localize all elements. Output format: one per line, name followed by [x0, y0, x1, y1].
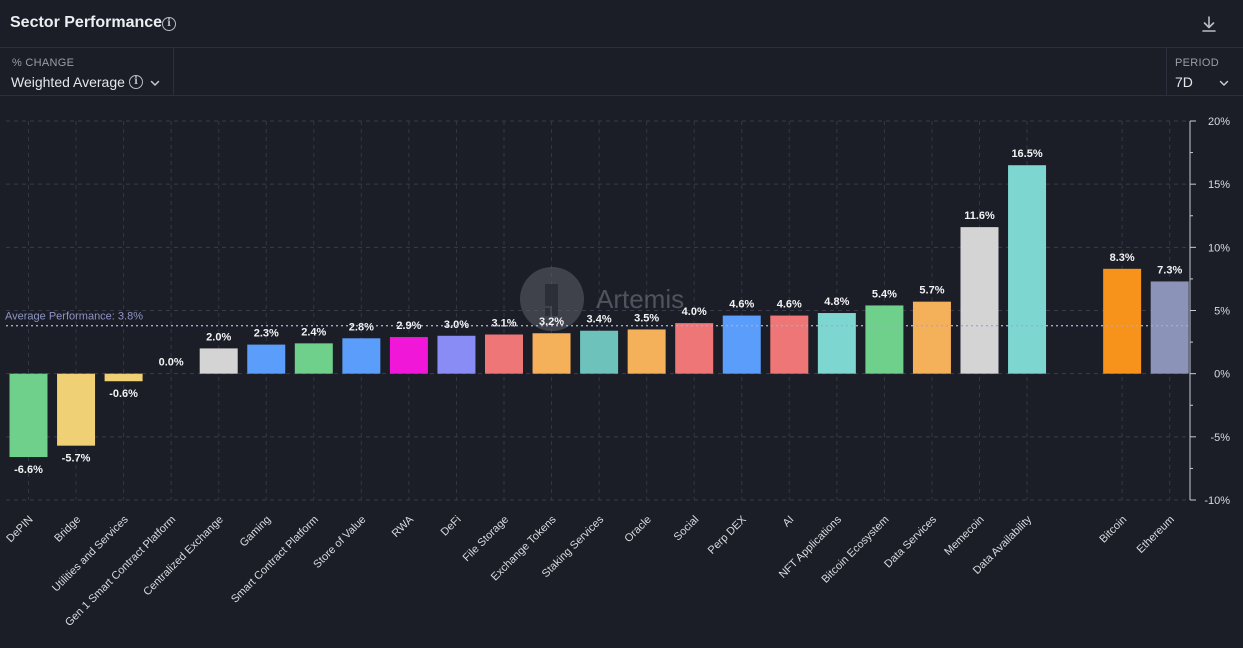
bar [865, 305, 904, 374]
bar [389, 337, 428, 374]
chevron-down-icon [1219, 80, 1229, 86]
bar [9, 373, 48, 458]
bar [912, 301, 951, 374]
bar-value-label: 3.4% [587, 314, 612, 326]
bar [1103, 268, 1142, 374]
chevron-down-icon [150, 80, 160, 86]
bar-value-label: 2.9% [396, 320, 421, 332]
category-label: Bitcoin [1097, 514, 1129, 546]
y-tick-label: 20% [1208, 116, 1230, 128]
data-labels: -6.6% -5.7% -0.6% 0.0% 2.0% 2.3% 2.4% 2.8% 2.9% 3… [14, 148, 1182, 476]
category-label: DeFi [439, 514, 464, 539]
y-tick-label: 5% [1214, 306, 1230, 318]
bar [722, 315, 761, 374]
category-label: Oracle [622, 514, 653, 545]
period-value: 7D [1175, 74, 1193, 90]
info-icon[interactable]: i [162, 17, 176, 31]
bar [294, 343, 333, 374]
bar-value-label: 5.4% [872, 288, 897, 300]
y-axis: 20% 15% 10% 5% 0% -5% -10% [1189, 116, 1230, 507]
bars [9, 165, 1189, 458]
bar [532, 333, 571, 374]
bar-value-label: -0.6% [109, 388, 138, 400]
metric-caption: % CHANGE [12, 57, 75, 69]
category-label: Ethereum [1135, 514, 1177, 556]
bar [817, 313, 856, 374]
bar-value-label: 3.5% [634, 312, 659, 324]
bar [770, 315, 809, 374]
bar [57, 373, 96, 446]
download-icon[interactable] [1199, 14, 1219, 34]
bar [247, 344, 286, 374]
category-label: Social [672, 514, 702, 544]
metric-value: Weighted Average [11, 74, 125, 90]
category-label: RWA [390, 513, 417, 540]
bar-value-label: -5.7% [62, 453, 91, 465]
bar [342, 338, 381, 374]
sector-bar-chart: Artemis -6.6% -5.7% -0.6% 0.0% 2.0% 2.3% 2.4% 2… [4, 116, 1230, 629]
bar-value-label: -6.6% [14, 464, 43, 476]
change-metric-dropdown[interactable]: % CHANGE Weighted Average i [0, 48, 174, 95]
bar [1008, 165, 1047, 374]
bar-value-label: 2.4% [301, 326, 326, 338]
average-line-group: Average Performance: 3.8% [5, 311, 1190, 327]
bar [627, 329, 666, 374]
info-icon[interactable]: i [129, 75, 143, 89]
bar-value-label: 5.7% [919, 285, 944, 297]
bar-value-label: 3.1% [491, 318, 516, 330]
bar [199, 348, 238, 374]
y-tick-label: -5% [1210, 432, 1230, 444]
category-label: Memecoin [942, 514, 986, 558]
bar [485, 334, 523, 374]
artemis-watermark: Artemis [520, 267, 684, 331]
bar-value-label: 4.8% [824, 296, 849, 308]
category-label: File Storage [461, 514, 511, 564]
bar-value-label: 16.5% [1011, 148, 1042, 160]
bar-value-label: 2.8% [349, 321, 374, 333]
bar-value-label: 2.3% [254, 328, 279, 340]
bar [1150, 281, 1189, 374]
y-tick-label: 10% [1208, 242, 1230, 254]
artemis-logo-mark [545, 284, 558, 316]
category-label: Smart Contract Platform [229, 514, 321, 606]
bar-value-label: 3.0% [444, 319, 469, 331]
bar [960, 227, 999, 374]
bar-value-label: 4.6% [777, 299, 802, 311]
bar-value-label: 7.3% [1157, 264, 1182, 276]
category-label: Centralized Exchange [141, 514, 226, 599]
panel-header: Sector Performance i [0, 0, 1243, 48]
category-label: DePIN [4, 514, 35, 545]
y-tick-label: -10% [1204, 495, 1230, 507]
category-label: Gaming [238, 514, 274, 550]
y-tick-label: 0% [1214, 369, 1230, 381]
bar-value-label: 2.0% [206, 331, 231, 343]
bar-value-label: 3.2% [539, 316, 564, 328]
bar-value-label: 0.0% [159, 357, 184, 369]
y-tick-label: 15% [1208, 179, 1230, 191]
chart-controls: % CHANGE Weighted Average i PERIOD 7D [0, 48, 1243, 96]
bar [104, 373, 143, 382]
bar-value-label: 4.6% [729, 299, 754, 311]
watermark-text: Artemis [596, 284, 684, 314]
category-label: Perp DEX [706, 513, 750, 557]
category-label: Bridge [52, 514, 83, 545]
period-dropdown[interactable]: PERIOD 7D [1166, 48, 1243, 95]
panel-title: Sector Performance [10, 14, 163, 31]
bar-value-label: 8.3% [1110, 252, 1135, 264]
period-caption: PERIOD [1175, 57, 1219, 69]
bar [675, 323, 714, 374]
average-label: Average Performance: 3.8% [5, 311, 143, 323]
category-label: AI [781, 514, 797, 530]
bar-value-label: 11.6% [964, 210, 995, 222]
bar [437, 335, 476, 374]
bar [580, 330, 619, 374]
bar-value-label: 4.0% [682, 306, 707, 318]
